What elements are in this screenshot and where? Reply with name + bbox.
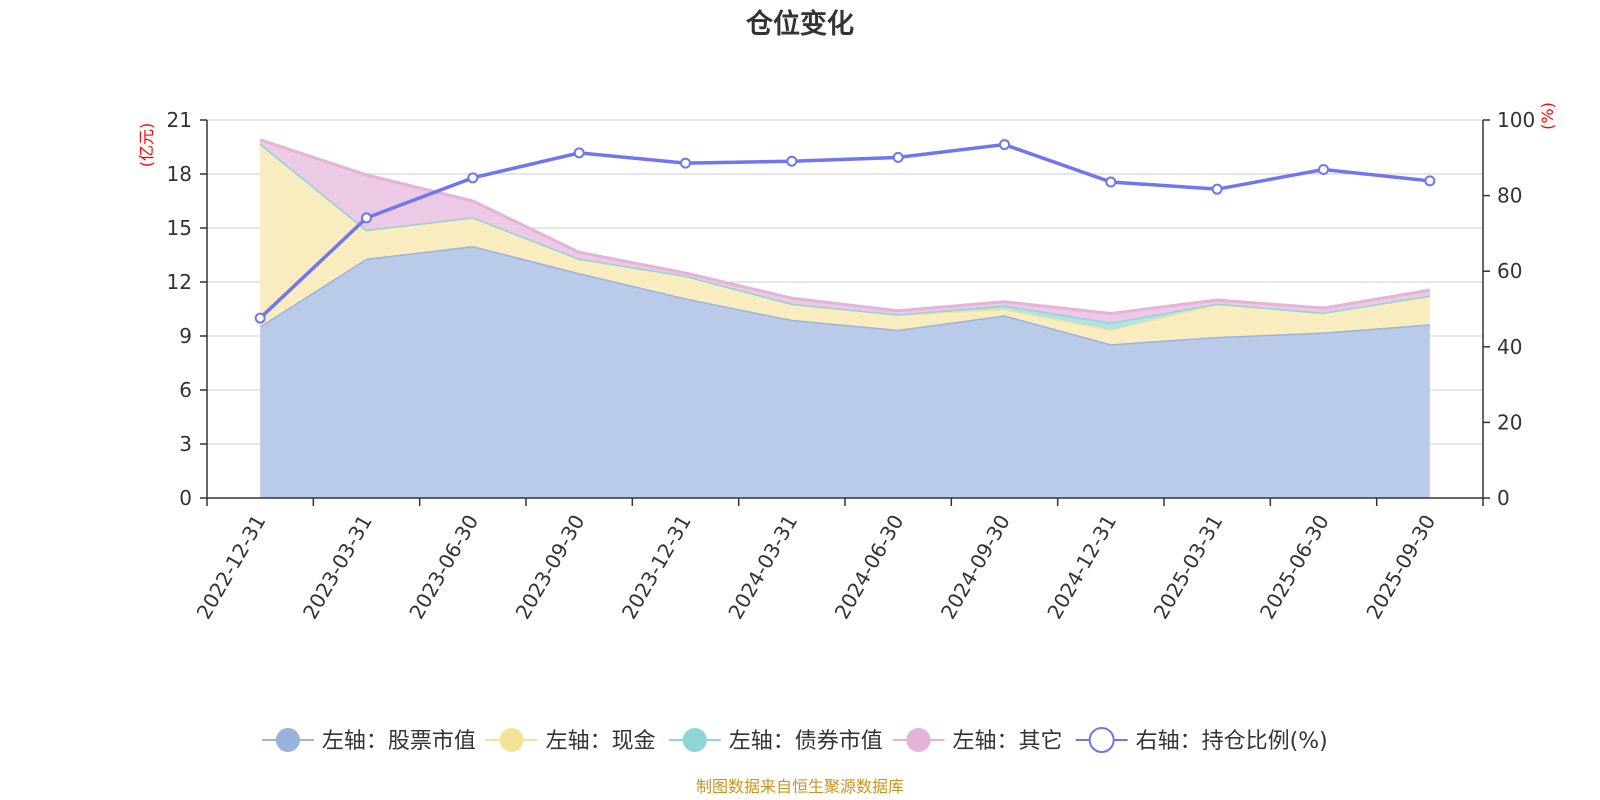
ratio-point (254, 312, 266, 324)
ratio-point (1318, 164, 1329, 176)
x-tick-label: 2023-09-30 (511, 511, 590, 624)
legend: 左轴：股票市值 左轴：现金 左轴：债券市值 左轴：其它 右轴：持仓比例(%) (261, 727, 1328, 754)
legend-marker (275, 728, 300, 752)
legend-marker (499, 728, 524, 752)
right-tick-label: 20 (1497, 410, 1522, 434)
right-tick-label: 60 (1497, 259, 1522, 283)
position-ratio-line (254, 139, 1436, 324)
left-tick-label: 21 (167, 108, 192, 132)
legend-marker (906, 728, 931, 752)
left-tick-label: 6 (179, 378, 192, 402)
ratio-point (1105, 176, 1117, 188)
x-tick-label: 2025-06-30 (1255, 511, 1334, 624)
right-tick-label: 100 (1497, 108, 1535, 132)
left-tick-label: 0 (179, 486, 192, 510)
legend-marker (1088, 727, 1115, 753)
ratio-point (680, 157, 691, 169)
legend-item-0: 左轴：股票市值 (261, 728, 476, 754)
left-tick-label: 12 (167, 270, 192, 294)
x-tick-label: 2023-12-31 (617, 511, 696, 624)
right-axis-unit: (%) (1538, 102, 1557, 130)
legend-marker (682, 728, 707, 752)
ratio-line-path (258, 142, 1431, 320)
ratio-point (892, 151, 904, 163)
x-tick-label: 2024-06-30 (830, 511, 909, 624)
left-axis-unit: (亿元) (137, 123, 156, 168)
right-tick-label: 40 (1497, 335, 1522, 359)
ratio-point (1424, 175, 1436, 187)
chart-title: 仓位变化 (745, 8, 854, 40)
area-edge-3 (259, 138, 1431, 316)
legend-item-2: 左轴：债券市值 (668, 728, 883, 754)
x-tick-label: 2023-06-30 (404, 511, 483, 624)
legend-label: 左轴：其它 (952, 729, 1062, 754)
legend-item-4: 右轴：持仓比例(%) (1075, 727, 1328, 754)
source-note: 制图数据来自恒生聚源数据库 (696, 777, 904, 796)
left-tick-label: 3 (179, 432, 192, 456)
left-tick-label: 15 (167, 216, 192, 240)
area-1 (260, 143, 1430, 345)
left-tick-label: 18 (167, 162, 192, 186)
x-tick-label: 2024-09-30 (936, 511, 1015, 624)
area-0 (260, 246, 1430, 498)
legend-item-3: 左轴：其它 (892, 728, 1062, 754)
legend-label: 右轴：持仓比例(%) (1136, 729, 1328, 754)
x-tick-label: 2025-03-31 (1149, 511, 1228, 624)
x-tick-label: 2024-03-31 (723, 511, 802, 624)
right-tick-label: 80 (1497, 184, 1522, 208)
x-tick-label: 2022-12-31 (192, 511, 271, 624)
ratio-point (999, 139, 1010, 151)
ratio-point (786, 155, 798, 167)
x-tick-label: 2025-09-30 (1361, 511, 1440, 624)
legend-label: 左轴：股票市值 (322, 729, 476, 754)
ratio-point (467, 172, 479, 184)
left-tick-label: 9 (179, 324, 192, 348)
x-tick-label: 2024-12-31 (1042, 511, 1121, 624)
ratio-point (573, 147, 585, 159)
x-tick-label: 2023-03-31 (298, 511, 377, 624)
ratio-point (1211, 183, 1223, 195)
legend-label: 左轴：现金 (546, 729, 656, 754)
legend-label: 左轴：债券市值 (729, 729, 883, 754)
legend-item-1: 左轴：现金 (485, 728, 656, 754)
ratio-point (361, 212, 372, 224)
right-tick-label: 0 (1497, 486, 1510, 510)
stacked-areas (259, 138, 1431, 498)
